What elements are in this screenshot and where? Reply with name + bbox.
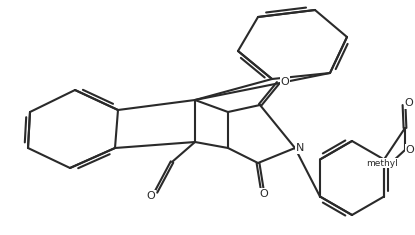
Text: N: N <box>296 143 304 153</box>
Text: O: O <box>281 77 289 87</box>
Text: methyl: methyl <box>366 158 398 168</box>
Text: O: O <box>146 191 155 201</box>
Text: O: O <box>260 189 269 199</box>
Text: O: O <box>405 98 413 108</box>
Text: O: O <box>405 145 414 155</box>
